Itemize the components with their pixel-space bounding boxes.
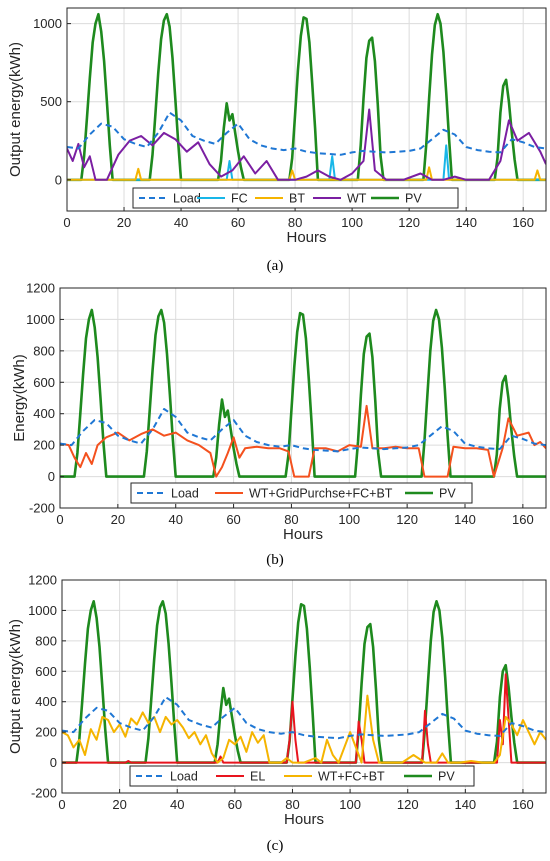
x-tick-label: 80	[285, 797, 299, 812]
legend-label-wt: WT	[347, 192, 367, 206]
x-tick-label: 20	[117, 215, 131, 230]
y-tick-label: 400	[33, 406, 55, 421]
y-axis-label: Output energy(kWh)	[7, 619, 24, 754]
legend: Load EL WT+FC+BT PV	[129, 765, 475, 787]
legend-box	[132, 187, 459, 209]
legend-label-load: Load	[170, 770, 198, 784]
series-line-bt	[67, 166, 546, 181]
x-tick-label: 80	[284, 512, 298, 527]
figure-caption: (a)	[267, 258, 284, 274]
x-tick-label: 20	[111, 512, 125, 527]
chart-2: 0 20 40 60 80 100 120 140 160-200020040060080010…	[11, 281, 547, 568]
y-axis-label: Energy(kWh)	[11, 354, 28, 442]
legend-label-load: Load	[173, 192, 201, 206]
x-tick-label: 100	[338, 512, 360, 527]
figure-caption: (b)	[266, 552, 284, 568]
y-tick-label: 0	[48, 469, 55, 484]
figure-caption: (c)	[267, 838, 284, 854]
y-tick-label: 1200	[28, 573, 57, 588]
legend: Load FC BT WT PV	[132, 187, 459, 209]
legend-label-pv: PV	[405, 192, 422, 206]
axes-frame	[59, 287, 547, 509]
y-tick-label: 800	[35, 633, 57, 648]
y-tick-label: 600	[35, 664, 57, 679]
y-tick-label: 200	[35, 725, 57, 740]
y-tick-label: 800	[33, 343, 55, 358]
x-tick-label: 80	[288, 215, 302, 230]
legend-label-load: Load	[171, 487, 199, 501]
legend-label-wt-fc-bt: WT+FC+BT	[318, 770, 385, 784]
x-axis-label: Hours	[286, 229, 326, 246]
legend-label-pv: PV	[439, 487, 456, 501]
series-line-load	[67, 111, 546, 156]
y-tick-label: 1000	[28, 603, 57, 618]
series-line-wt	[67, 108, 546, 181]
x-tick-label: 0	[63, 215, 70, 230]
legend-label-wt-gridpurchse-fc-bt: WT+GridPurchse+FC+BT	[249, 487, 393, 501]
x-tick-label: 0	[58, 797, 65, 812]
axes-frame	[66, 7, 547, 212]
y-tick-label: 1000	[26, 312, 55, 327]
y-tick-label: 0	[55, 172, 62, 187]
y-tick-label: 0	[50, 755, 57, 770]
series-line-pv	[60, 308, 546, 478]
x-tick-label: 140	[454, 512, 476, 527]
x-axis-label: Hours	[283, 526, 323, 543]
y-tick-label: 200	[33, 438, 55, 453]
x-tick-label: 0	[56, 512, 63, 527]
y-axis-label: Output energy(kWh)	[7, 42, 24, 177]
legend-box	[130, 482, 473, 504]
chart-3: 0 20 40 60 80 100 120 140 160-200020040060080010…	[7, 573, 547, 854]
y-tick-label: 1200	[26, 281, 55, 296]
legend-label-fc: FC	[231, 192, 248, 206]
axes-frame	[61, 579, 547, 794]
chart-1: 0 20 40 60 80 100 120 140 160 0 500 1000 Hours Output…	[7, 7, 547, 274]
y-tick-label: -200	[29, 501, 55, 516]
x-tick-label: 40	[174, 215, 188, 230]
x-tick-label: 40	[168, 512, 182, 527]
x-tick-label: 60	[226, 512, 240, 527]
x-axis-label: Hours	[284, 811, 324, 828]
y-tick-label: 400	[35, 694, 57, 709]
y-tick-label: -200	[31, 786, 57, 801]
legend-label-el: EL	[250, 770, 265, 784]
x-tick-label: 40	[170, 797, 184, 812]
x-tick-label: 120	[396, 512, 418, 527]
legend: Load WT+GridPurchse+FC+BT PV	[130, 482, 473, 504]
series-line-fc	[67, 144, 546, 181]
x-tick-label: 160	[512, 215, 534, 230]
y-tick-label: 600	[33, 375, 55, 390]
series-line-load	[60, 408, 546, 453]
x-tick-label: 60	[231, 215, 245, 230]
x-tick-label: 120	[398, 215, 420, 230]
y-tick-label: 1000	[33, 16, 62, 31]
y-tick-label: 500	[40, 94, 62, 109]
x-tick-label: 160	[512, 512, 534, 527]
x-tick-label: 160	[512, 797, 534, 812]
x-tick-label: 20	[112, 797, 126, 812]
series-line-load	[62, 696, 546, 740]
x-tick-label: 140	[455, 215, 477, 230]
legend-label-bt: BT	[289, 192, 305, 206]
x-tick-label: 60	[228, 797, 242, 812]
x-tick-label: 100	[339, 797, 361, 812]
legend-label-pv: PV	[438, 770, 455, 784]
series-line-wt-fc-bt	[62, 694, 546, 764]
x-tick-label: 120	[397, 797, 419, 812]
x-tick-label: 100	[341, 215, 363, 230]
x-tick-label: 140	[454, 797, 476, 812]
